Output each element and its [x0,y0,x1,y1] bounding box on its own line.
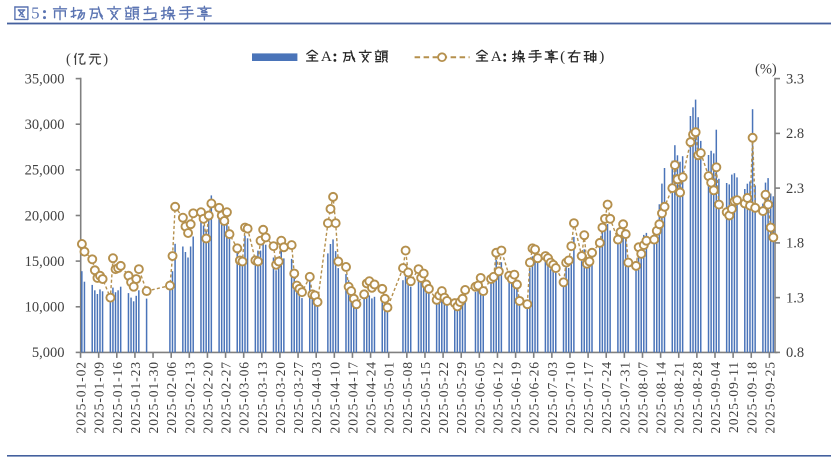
svg-text:5: 5 [31,3,39,22]
svg-text:2025-07-31: 2025-07-31 [617,361,632,433]
svg-text:20,000: 20,000 [25,208,65,224]
svg-text:): ) [103,51,108,67]
svg-text:2025-01-16: 2025-01-16 [110,361,125,433]
svg-text:2025-03-06: 2025-03-06 [237,361,252,433]
svg-text:(: ( [66,51,71,67]
svg-text:2025-06-26: 2025-06-26 [527,361,542,433]
svg-text:1.8: 1.8 [786,236,804,252]
svg-text:2025-05-22: 2025-05-22 [436,361,451,433]
svg-text:2025-05-01: 2025-05-01 [382,361,397,433]
svg-text:A: A [491,48,502,65]
svg-text:2025-03-27: 2025-03-27 [291,361,306,433]
svg-text:2025-08-14: 2025-08-14 [654,361,669,433]
svg-text:0.8: 0.8 [786,345,804,361]
svg-text:2025-01-02: 2025-01-02 [74,361,89,433]
svg-text:2025-07-24: 2025-07-24 [599,361,614,433]
svg-text:2025-05-08: 2025-05-08 [400,361,415,433]
svg-text:35,000: 35,000 [25,71,65,87]
svg-text:5,000: 5,000 [32,345,65,361]
svg-text:2025-06-12: 2025-06-12 [490,361,505,433]
svg-text:(: ( [560,48,565,65]
svg-text:(%): (%) [755,61,777,77]
svg-text:2025-06-05: 2025-06-05 [472,361,487,433]
svg-text:2025-08-21: 2025-08-21 [672,361,687,433]
svg-text:25,000: 25,000 [25,163,65,179]
svg-text:2025-02-27: 2025-02-27 [219,361,234,433]
svg-text:2025-02-13: 2025-02-13 [182,361,197,433]
svg-text:1.3: 1.3 [786,290,804,306]
svg-text:2025-04-24: 2025-04-24 [364,361,379,433]
svg-text:2025-03-13: 2025-03-13 [255,361,270,433]
svg-text:2025-08-28: 2025-08-28 [690,361,705,433]
svg-text:2025-05-29: 2025-05-29 [454,361,469,433]
svg-text:30,000: 30,000 [25,117,65,133]
svg-text:2025-09-25: 2025-09-25 [762,361,777,433]
svg-text:2025-02-20: 2025-02-20 [200,361,215,433]
svg-text:2025-01-09: 2025-01-09 [92,361,107,433]
svg-text:2025-01-30: 2025-01-30 [146,361,161,433]
svg-text:2025-04-10: 2025-04-10 [327,361,342,433]
svg-text:10,000: 10,000 [25,300,65,316]
svg-text:2025-09-04: 2025-09-04 [708,361,723,433]
svg-text:2025-04-17: 2025-04-17 [345,361,360,433]
svg-text:2025-01-23: 2025-01-23 [128,361,143,433]
svg-text:2025-06-19: 2025-06-19 [509,361,524,433]
svg-text:2025-09-11: 2025-09-11 [726,361,741,433]
svg-text:2025-05-15: 2025-05-15 [418,361,433,433]
svg-text:2025-07-17: 2025-07-17 [581,361,596,433]
svg-text:2025-04-03: 2025-04-03 [309,361,324,433]
svg-text:2025-07-10: 2025-07-10 [563,361,578,433]
svg-text:2025-09-18: 2025-09-18 [744,361,759,433]
svg-text:2.3: 2.3 [786,181,804,197]
svg-text:A: A [321,48,332,65]
svg-text:2025-03-20: 2025-03-20 [273,361,288,433]
svg-text:2.8: 2.8 [786,126,804,142]
svg-text:): ) [599,48,604,65]
svg-text:2025-08-07: 2025-08-07 [635,361,650,433]
svg-text:15,000: 15,000 [25,254,65,270]
svg-text:3.3: 3.3 [786,71,804,87]
svg-text:2025-02-06: 2025-02-06 [164,361,179,433]
svg-text:2025-07-03: 2025-07-03 [545,361,560,433]
